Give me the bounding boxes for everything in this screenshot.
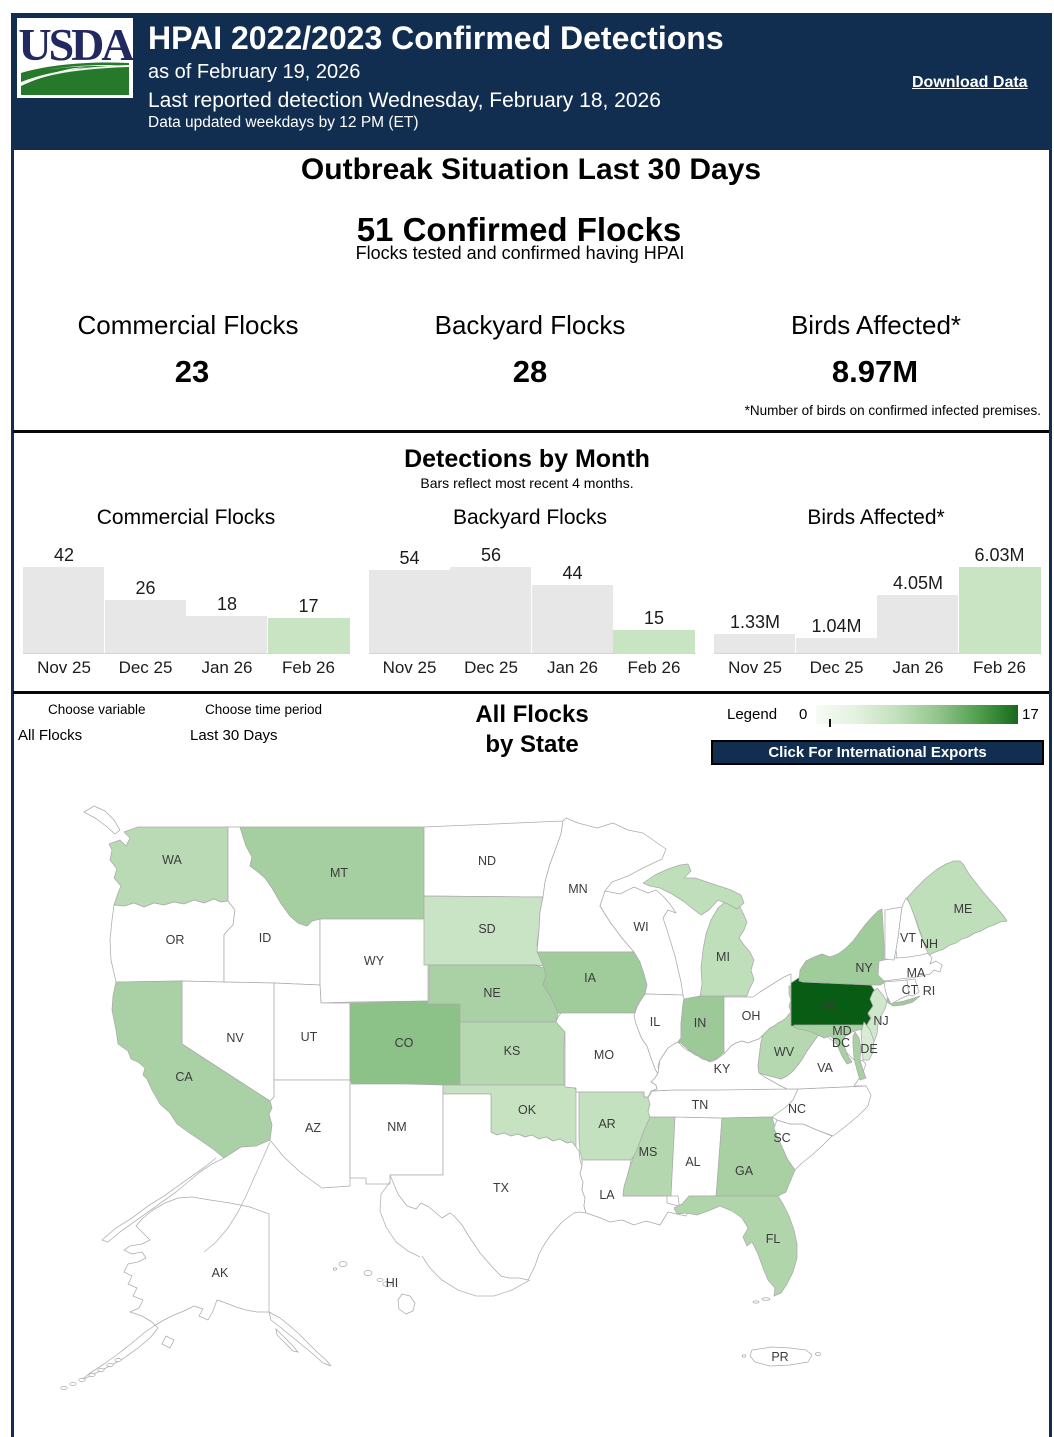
svg-text:OK: OK (518, 1103, 537, 1117)
svg-text:MO: MO (594, 1048, 614, 1062)
svg-text:DE: DE (860, 1042, 877, 1056)
svg-text:IA: IA (584, 971, 596, 985)
svg-text:SC: SC (773, 1131, 790, 1145)
svg-text:WI: WI (633, 920, 648, 934)
svg-text:FL: FL (766, 1232, 781, 1246)
svg-text:NY: NY (855, 961, 873, 975)
svg-text:PR: PR (771, 1350, 788, 1364)
svg-text:WV: WV (774, 1045, 795, 1059)
svg-text:AL: AL (685, 1155, 700, 1169)
svg-text:KS: KS (504, 1044, 521, 1058)
svg-text:OH: OH (742, 1009, 761, 1023)
svg-text:NE: NE (483, 986, 500, 1000)
svg-text:CO: CO (395, 1036, 414, 1050)
svg-text:ME: ME (954, 902, 973, 916)
svg-text:WA: WA (162, 853, 182, 867)
svg-text:ND: ND (478, 854, 496, 868)
svg-text:NC: NC (788, 1102, 806, 1116)
svg-text:TX: TX (493, 1181, 510, 1195)
svg-text:AR: AR (598, 1117, 615, 1131)
svg-text:PA: PA (820, 999, 836, 1013)
svg-text:RI: RI (923, 984, 936, 998)
svg-text:VT: VT (900, 931, 916, 945)
svg-text:AK: AK (212, 1266, 229, 1280)
svg-text:MN: MN (568, 882, 587, 896)
svg-text:ID: ID (259, 931, 272, 945)
svg-text:MT: MT (330, 866, 348, 880)
svg-text:LA: LA (599, 1188, 615, 1202)
svg-text:CT: CT (902, 983, 919, 997)
svg-text:AZ: AZ (305, 1121, 321, 1135)
svg-text:NJ: NJ (873, 1014, 888, 1028)
svg-text:UT: UT (301, 1030, 318, 1044)
svg-text:TN: TN (692, 1098, 709, 1112)
svg-text:KY: KY (714, 1062, 731, 1076)
svg-text:MD: MD (832, 1024, 851, 1038)
svg-text:HI: HI (386, 1276, 399, 1290)
svg-text:IN: IN (694, 1016, 707, 1030)
svg-text:USDA: USDA (18, 19, 133, 70)
svg-text:WY: WY (364, 954, 385, 968)
svg-text:NH: NH (920, 937, 938, 951)
svg-text:CA: CA (175, 1070, 193, 1084)
svg-text:VA: VA (817, 1061, 833, 1075)
svg-text:NV: NV (226, 1031, 244, 1045)
svg-text:DC: DC (832, 1036, 850, 1050)
svg-text:OR: OR (166, 933, 185, 947)
svg-text:GA: GA (735, 1164, 754, 1178)
svg-text:NM: NM (387, 1120, 406, 1134)
svg-text:MI: MI (716, 950, 730, 964)
svg-text:IL: IL (650, 1015, 660, 1029)
svg-text:MS: MS (639, 1145, 658, 1159)
svg-text:MA: MA (907, 966, 926, 980)
svg-text:SD: SD (478, 922, 495, 936)
